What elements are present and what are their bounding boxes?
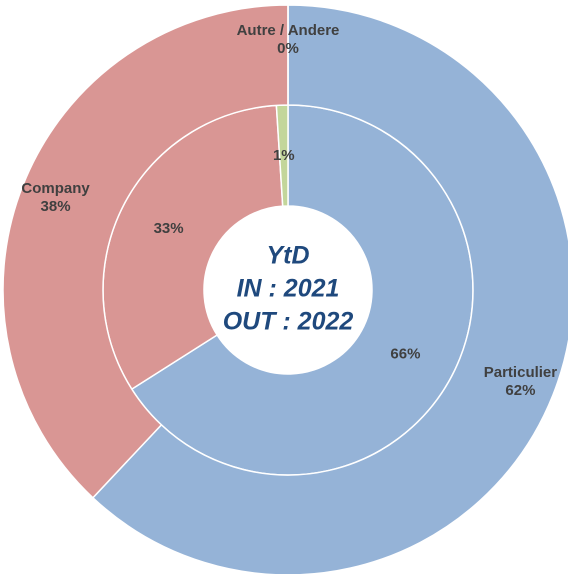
slice [91, 4, 568, 574]
category-label: Company [21, 180, 90, 197]
value-label: 66% [390, 346, 420, 363]
slice [2, 4, 289, 499]
value-label: 62% [505, 382, 535, 399]
category-label: Autre / Andere [237, 22, 340, 39]
value-label: 33% [154, 220, 184, 237]
center-line: OUT : 2022 [223, 308, 354, 336]
category-label: Particulier [484, 364, 558, 381]
value-label: 1% [273, 147, 295, 164]
value-label: 0% [277, 40, 299, 57]
rings [2, 4, 568, 574]
center-line: IN : 2021 [237, 275, 340, 303]
value-label: 38% [41, 198, 71, 215]
chart-title: YtD [266, 242, 309, 270]
